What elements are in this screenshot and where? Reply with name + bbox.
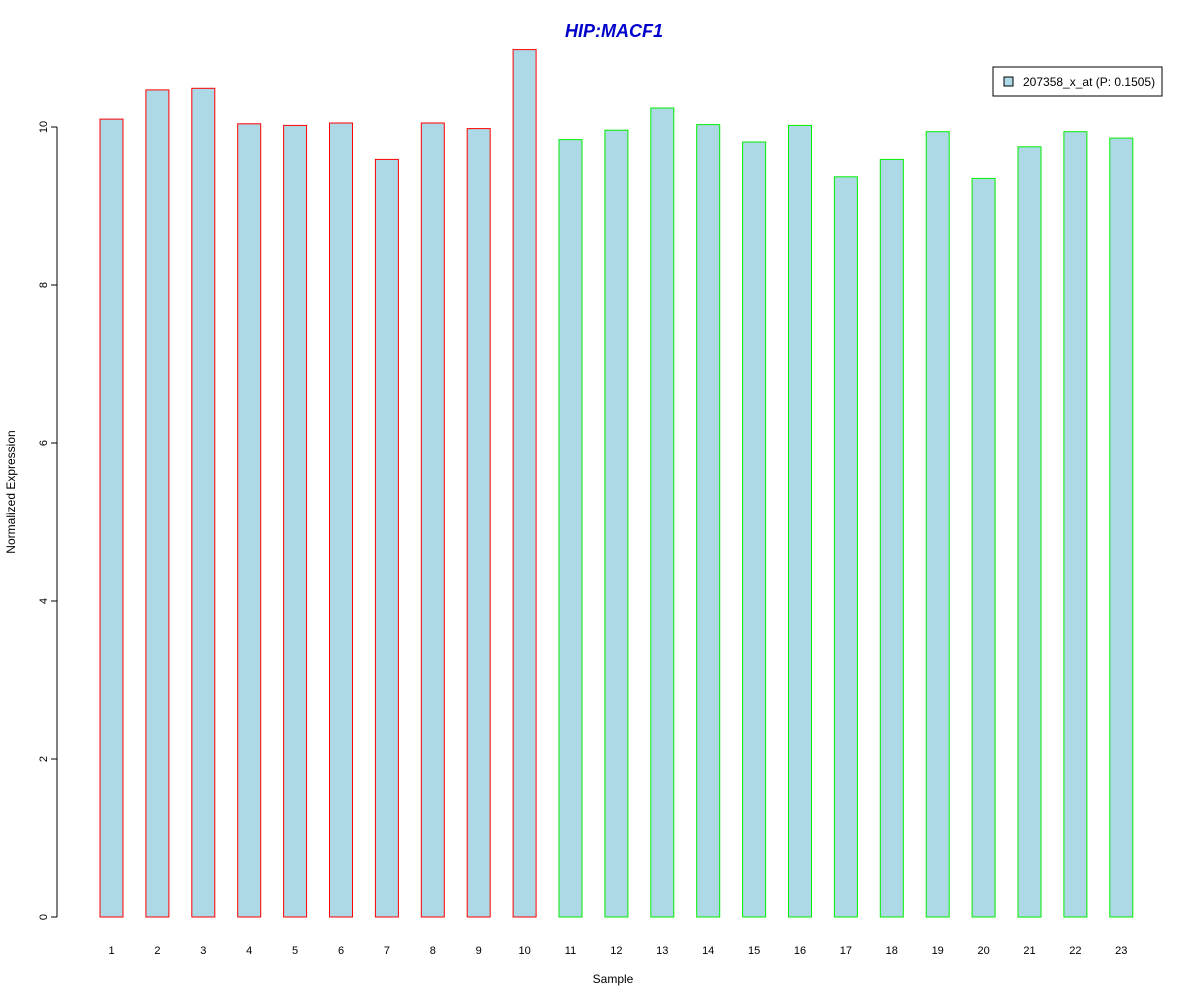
x-tick-label: 7 — [384, 945, 390, 957]
x-tick-labels: 1 2 3 4 5 6 7 8 9 10 11 12 13 14 15 16 17 18 19 20 21 22 23 — [108, 945, 1127, 957]
bar-sample-15 — [742, 141, 767, 918]
bar-sample-12 — [604, 129, 629, 918]
bar-sample-17 — [833, 176, 858, 918]
x-tick-label: 19 — [932, 945, 944, 957]
y-tick-label: 6 — [38, 440, 50, 446]
bar-sample-2 — [145, 89, 170, 918]
x-tick-label: 9 — [476, 945, 482, 957]
x-tick-label: 10 — [518, 945, 530, 957]
x-tick-label: 3 — [200, 945, 206, 957]
bar-sample-22 — [1063, 131, 1088, 918]
x-tick-label: 21 — [1023, 945, 1035, 957]
x-tick-label: 6 — [338, 945, 344, 957]
y-tick-label: 4 — [38, 598, 50, 604]
legend-box — [992, 66, 1163, 97]
x-tick-label: 14 — [702, 945, 714, 957]
x-tick-label: 11 — [565, 945, 576, 957]
bar-sample-11 — [558, 139, 583, 918]
x-tick-label: 20 — [977, 945, 989, 957]
x-tick-label: 1 — [108, 945, 114, 957]
legend-label: 207358_x_at (P: 0.1505) — [1023, 75, 1155, 89]
x-tick-label: 2 — [154, 945, 160, 957]
bar-sample-13 — [650, 107, 675, 918]
bar-sample-14 — [696, 124, 721, 918]
bars-group — [99, 49, 1134, 918]
x-tick-label: 22 — [1069, 945, 1081, 957]
x-tick-label: 23 — [1115, 945, 1127, 957]
bar-sample-3 — [191, 87, 216, 918]
x-tick-label: 8 — [430, 945, 436, 957]
bar-sample-8 — [420, 122, 445, 918]
y-axis-label: Normalized Expression — [4, 430, 18, 553]
chart-title: HIP:MACF1 — [565, 21, 663, 41]
bar-sample-1 — [99, 118, 124, 918]
bar-sample-16 — [788, 124, 812, 918]
x-tick-label: 18 — [886, 945, 898, 957]
bar-sample-21 — [1017, 146, 1042, 918]
y-tick-label: 2 — [38, 756, 50, 762]
x-tick-label: 13 — [656, 945, 668, 957]
y-tick-label: 8 — [38, 282, 50, 288]
bar-sample-23 — [1109, 137, 1134, 918]
bar-sample-10 — [512, 49, 537, 918]
legend-swatch — [1003, 76, 1014, 87]
x-tick-label: 12 — [610, 945, 622, 957]
x-tick-label: 4 — [246, 945, 252, 957]
x-tick-label: 17 — [840, 945, 852, 957]
x-tick-label: 16 — [794, 945, 806, 957]
bar-sample-18 — [879, 158, 904, 918]
bar-sample-19 — [925, 131, 950, 918]
bar-sample-4 — [237, 123, 262, 918]
x-tick-label: 15 — [748, 945, 760, 957]
bar-sample-6 — [329, 122, 353, 918]
y-tick-label: 10 — [38, 121, 50, 133]
bar-sample-7 — [374, 158, 399, 918]
x-tick-label: 5 — [292, 945, 298, 957]
bar-sample-20 — [971, 177, 996, 918]
x-axis-label: Sample — [593, 972, 634, 986]
bar-sample-9 — [466, 128, 491, 918]
legend: 207358_x_at (P: 0.1505) — [992, 66, 1163, 97]
bar-sample-5 — [283, 124, 308, 918]
y-tick-label: 0 — [38, 914, 50, 920]
y-axis: 0 2 4 6 8 10 — [38, 121, 58, 920]
